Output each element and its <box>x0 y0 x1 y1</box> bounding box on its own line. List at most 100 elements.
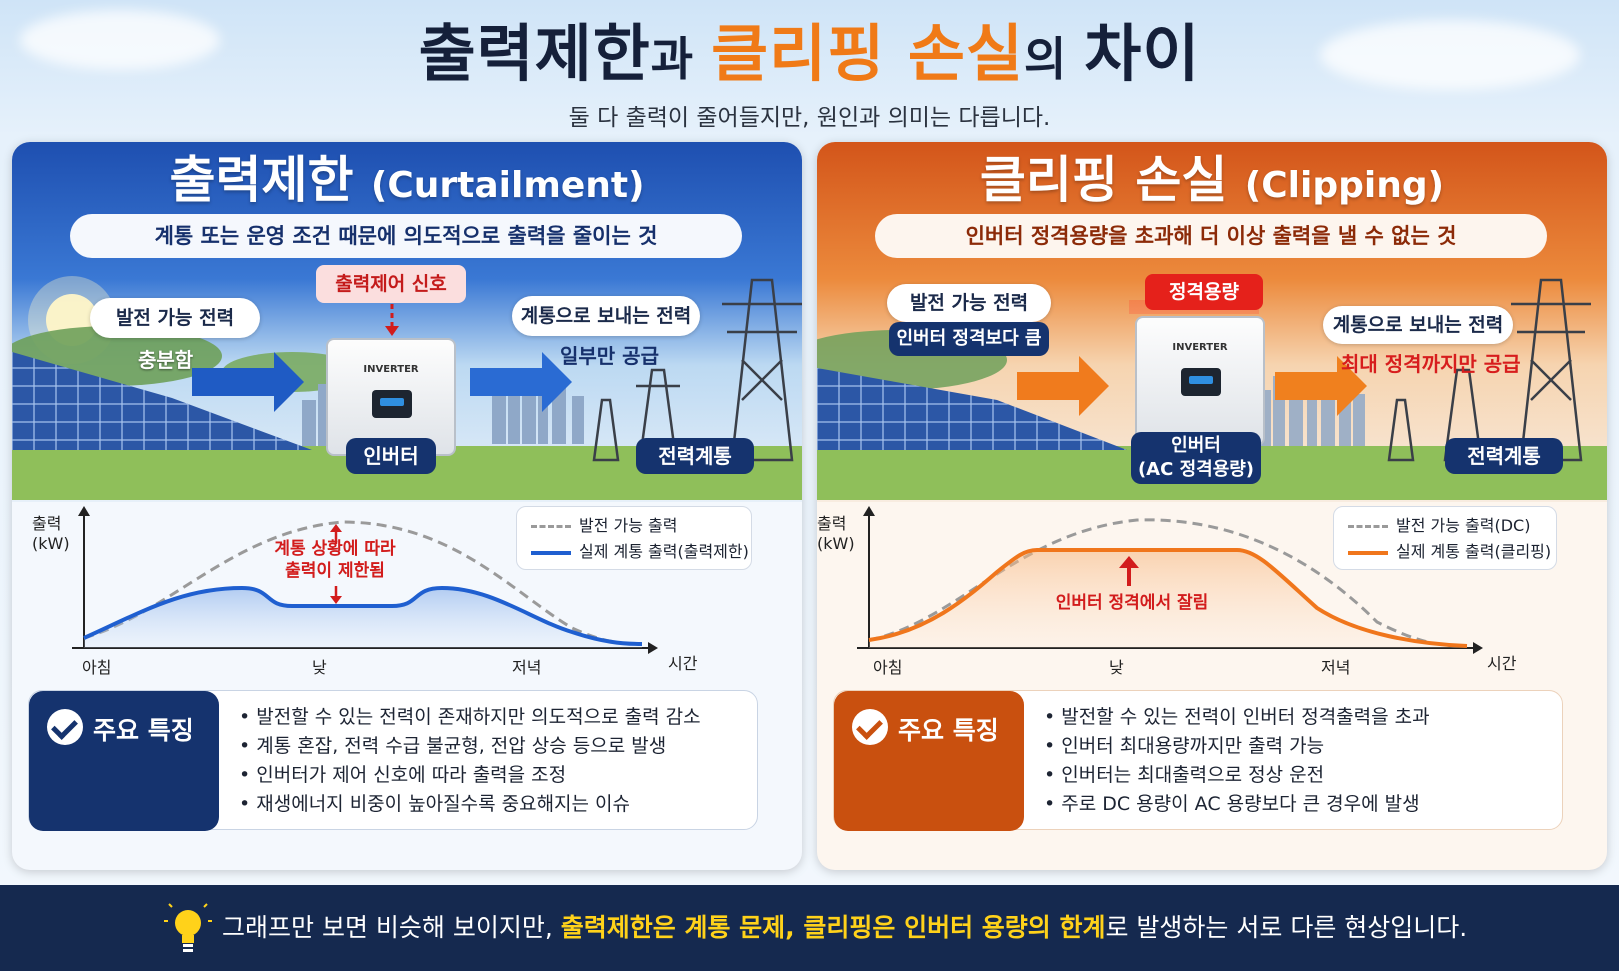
transmission-tower-icon <box>592 278 802 462</box>
title-difference: 차이 <box>1084 17 1201 90</box>
footer-text-part: 로 발생하는 서로 다른 현상입니다. <box>1105 913 1468 942</box>
grid-send-label: 계통으로 보내는 전력 <box>512 296 700 336</box>
gen-power-sub: 인버터 정격보다 큼 <box>889 322 1049 356</box>
clipping-panel: 클리핑 손실 (Clipping) 인버터 정격용량을 초과해 더 이상 출력을… <box>817 142 1607 870</box>
tick-label: 저녁 <box>1321 658 1351 677</box>
feature-item: 인버터가 제어 신호에 따라 출력을 조정 <box>239 761 701 790</box>
inverter-icon: INVERTER <box>326 338 456 456</box>
features-list: 발전할 수 있는 전력이 존재하지만 의도적으로 출력 감소 계통 혼잡, 전력… <box>239 703 701 819</box>
feature-item: 계통 혼잡, 전력 수급 불균형, 전압 상승 등으로 발생 <box>239 732 701 761</box>
gen-power-label: 발전 가능 전력 <box>90 298 260 338</box>
solar-panel-icon <box>12 352 312 450</box>
cloud <box>20 10 220 70</box>
inverter-screen <box>1181 368 1221 396</box>
legend-item: 발전 가능 출력(DC) <box>1348 515 1530 537</box>
definition-box: 인버터 정격용량을 초과해 더 이상 출력을 낼 수 없는 것 <box>875 214 1547 258</box>
inverter-brand: INVERTER <box>1172 342 1228 353</box>
panel-title-ko: 출력제한 <box>169 151 354 209</box>
features-badge: 주요 특징 <box>834 691 1024 831</box>
page-subtitle: 둘 다 출력이 줄어들지만, 원인과 의미는 다릅니다. <box>568 105 1051 131</box>
feature-item: 발전할 수 있는 전력이 존재하지만 의도적으로 출력 감소 <box>239 703 700 732</box>
arrow-up-icon <box>1119 556 1139 568</box>
power-grid-label: 전력계통 <box>636 438 754 474</box>
inverter-screen <box>372 390 412 418</box>
page-title: 출력제한과 클리핑 손실의 차이 <box>0 14 1619 99</box>
legend-item: 발전 가능 출력 <box>531 515 678 537</box>
chart-legend: 발전 가능 출력(DC) 실제 계통 출력(클리핑) <box>1333 506 1557 570</box>
features-title: 주요 특징 <box>898 716 999 745</box>
annotation-line: 계통 상황에 따라 <box>274 539 396 559</box>
series-actual-line <box>868 548 1468 648</box>
tick-label: 저녁 <box>512 658 542 677</box>
footer-highlight: 출력제한은 계통 문제, 클리핑은 인버터 용량의 한계 <box>560 913 1106 942</box>
panel-header: 출력제한 (Curtailment) 계통 또는 운영 조건 때문에 의도적으로… <box>12 142 802 502</box>
footer-text-part: 그래프만 보면 비슷해 보이지만, <box>222 913 561 942</box>
curtailment-panel: 출력제한 (Curtailment) 계통 또는 운영 조건 때문에 의도적으로… <box>12 142 802 870</box>
feature-item: 인버터 최대용량까지만 출력 가능 <box>1044 732 1430 761</box>
tick-label: 낮 <box>312 658 327 677</box>
arrow-down-icon <box>330 596 342 604</box>
title-join: 과 <box>650 32 712 86</box>
chart-annotation: 계통 상황에 따라 출력이 제한됨 <box>260 538 410 582</box>
solar-panel-icon <box>817 368 1127 450</box>
key-features-box: 주요 특징 발전할 수 있는 전력이 존재하지만 의도적으로 출력 감소 계통 … <box>28 690 758 831</box>
gen-power-sub: 충분함 <box>138 348 194 372</box>
arrow-down-icon <box>385 326 399 336</box>
scene: 발전 가능 전력 인버터 정격보다 큼 정격용량 INVERTER 인버터 (A… <box>817 260 1607 500</box>
check-circle-icon <box>47 709 83 745</box>
gen-power-label: 발전 가능 전력 <box>887 284 1051 322</box>
features-title: 주요 특징 <box>93 716 194 745</box>
legend-label: 발전 가능 출력 <box>579 516 678 535</box>
curtailment-chart: 출력 (kW) 시간 아침 낮 저녁 계통 상황에 따라 출력이 제한됨 발전 … <box>12 502 802 682</box>
key-features-box: 주요 특징 발전할 수 있는 전력이 인버터 정격출력을 초과 인버터 최대용량… <box>833 690 1563 831</box>
features-badge: 주요 특징 <box>29 691 219 831</box>
feature-item: 재생에너지 비중이 높아질수록 중요해지는 이슈 <box>239 790 701 819</box>
power-grid-label: 전력계통 <box>1445 438 1563 474</box>
clipping-chart: 출력 (kW) 시간 아침 낮 저녁 인버터 정격에서 잘림 발전 가능 출력(… <box>817 502 1607 682</box>
arrow-up-icon <box>330 524 342 532</box>
feature-item: 인버터는 최대출력으로 정상 운전 <box>1044 761 1430 790</box>
chart-svg <box>72 506 658 654</box>
title-curtailment: 출력제한 <box>418 17 651 90</box>
cloud <box>1320 20 1580 90</box>
grid-send-sub: 일부만 공급 <box>560 344 659 368</box>
series-actual-area <box>84 588 642 648</box>
y-axis-label: 출력 (kW) <box>32 514 70 553</box>
title-join: 의 <box>1023 32 1085 86</box>
panel-title-ko: 클리핑 손실 <box>979 151 1228 209</box>
inverter-label: 인버터 <box>346 438 436 474</box>
panel-header: 클리핑 손실 (Clipping) 인버터 정격용량을 초과해 더 이상 출력을… <box>817 142 1607 502</box>
panel-title-en: (Clipping) <box>1244 165 1445 206</box>
footer-banner: 그래프만 보면 비슷해 보이지만, 출력제한은 계통 문제, 클리핑은 인버터 … <box>0 885 1619 971</box>
chart-svg <box>857 506 1483 654</box>
title-clipping: 클리핑 손실 <box>711 17 1024 90</box>
x-axis-label: 시간 <box>1487 654 1517 673</box>
grid-send-sub: 최대 정격까지만 공급 <box>1341 352 1521 376</box>
tick-label: 아침 <box>82 658 112 677</box>
panel-title: 클리핑 손실 (Clipping) <box>817 148 1607 218</box>
series-actual-line <box>83 585 643 646</box>
y-axis-label: 출력 (kW) <box>817 514 855 553</box>
series-available-line <box>868 518 1468 648</box>
rating-label: 정격용량 <box>1145 274 1263 310</box>
legend-label: 실제 계통 출력(클리핑) <box>1396 542 1552 561</box>
scene: 발전 가능 전력 충분함 출력제어 신호 INVERTER 인버터 계통으로 보… <box>12 260 802 500</box>
check-circle-icon <box>852 709 888 745</box>
control-signal-label: 출력제어 신호 <box>316 265 466 303</box>
grid-send-label: 계통으로 보내는 전력 <box>1323 306 1513 344</box>
inverter-label-line: (AC 정격용량) <box>1137 459 1255 480</box>
series-available-line <box>83 520 643 646</box>
x-axis-label: 시간 <box>668 654 698 673</box>
scene-illustration <box>817 278 1607 500</box>
lightbulb-icon <box>164 903 212 952</box>
legend-item: 실제 계통 출력(클리핑) <box>1348 541 1551 563</box>
feature-item: 발전할 수 있는 전력이 인버터 정격출력을 초과 <box>1044 703 1429 732</box>
arrow-right-icon <box>470 352 572 412</box>
inverter-icon: INVERTER <box>1135 316 1265 446</box>
legend-label: 발전 가능 출력(DC) <box>1396 516 1531 535</box>
tick-label: 아침 <box>873 658 903 677</box>
chart-annotation: 인버터 정격에서 잘림 <box>1055 593 1209 613</box>
features-list: 발전할 수 있는 전력이 인버터 정격출력을 초과 인버터 최대용량까지만 출력… <box>1044 703 1430 819</box>
arrow-right-icon <box>1275 356 1367 416</box>
feature-item: 주로 DC 용량이 AC 용량보다 큰 경우에 발생 <box>1044 790 1430 819</box>
